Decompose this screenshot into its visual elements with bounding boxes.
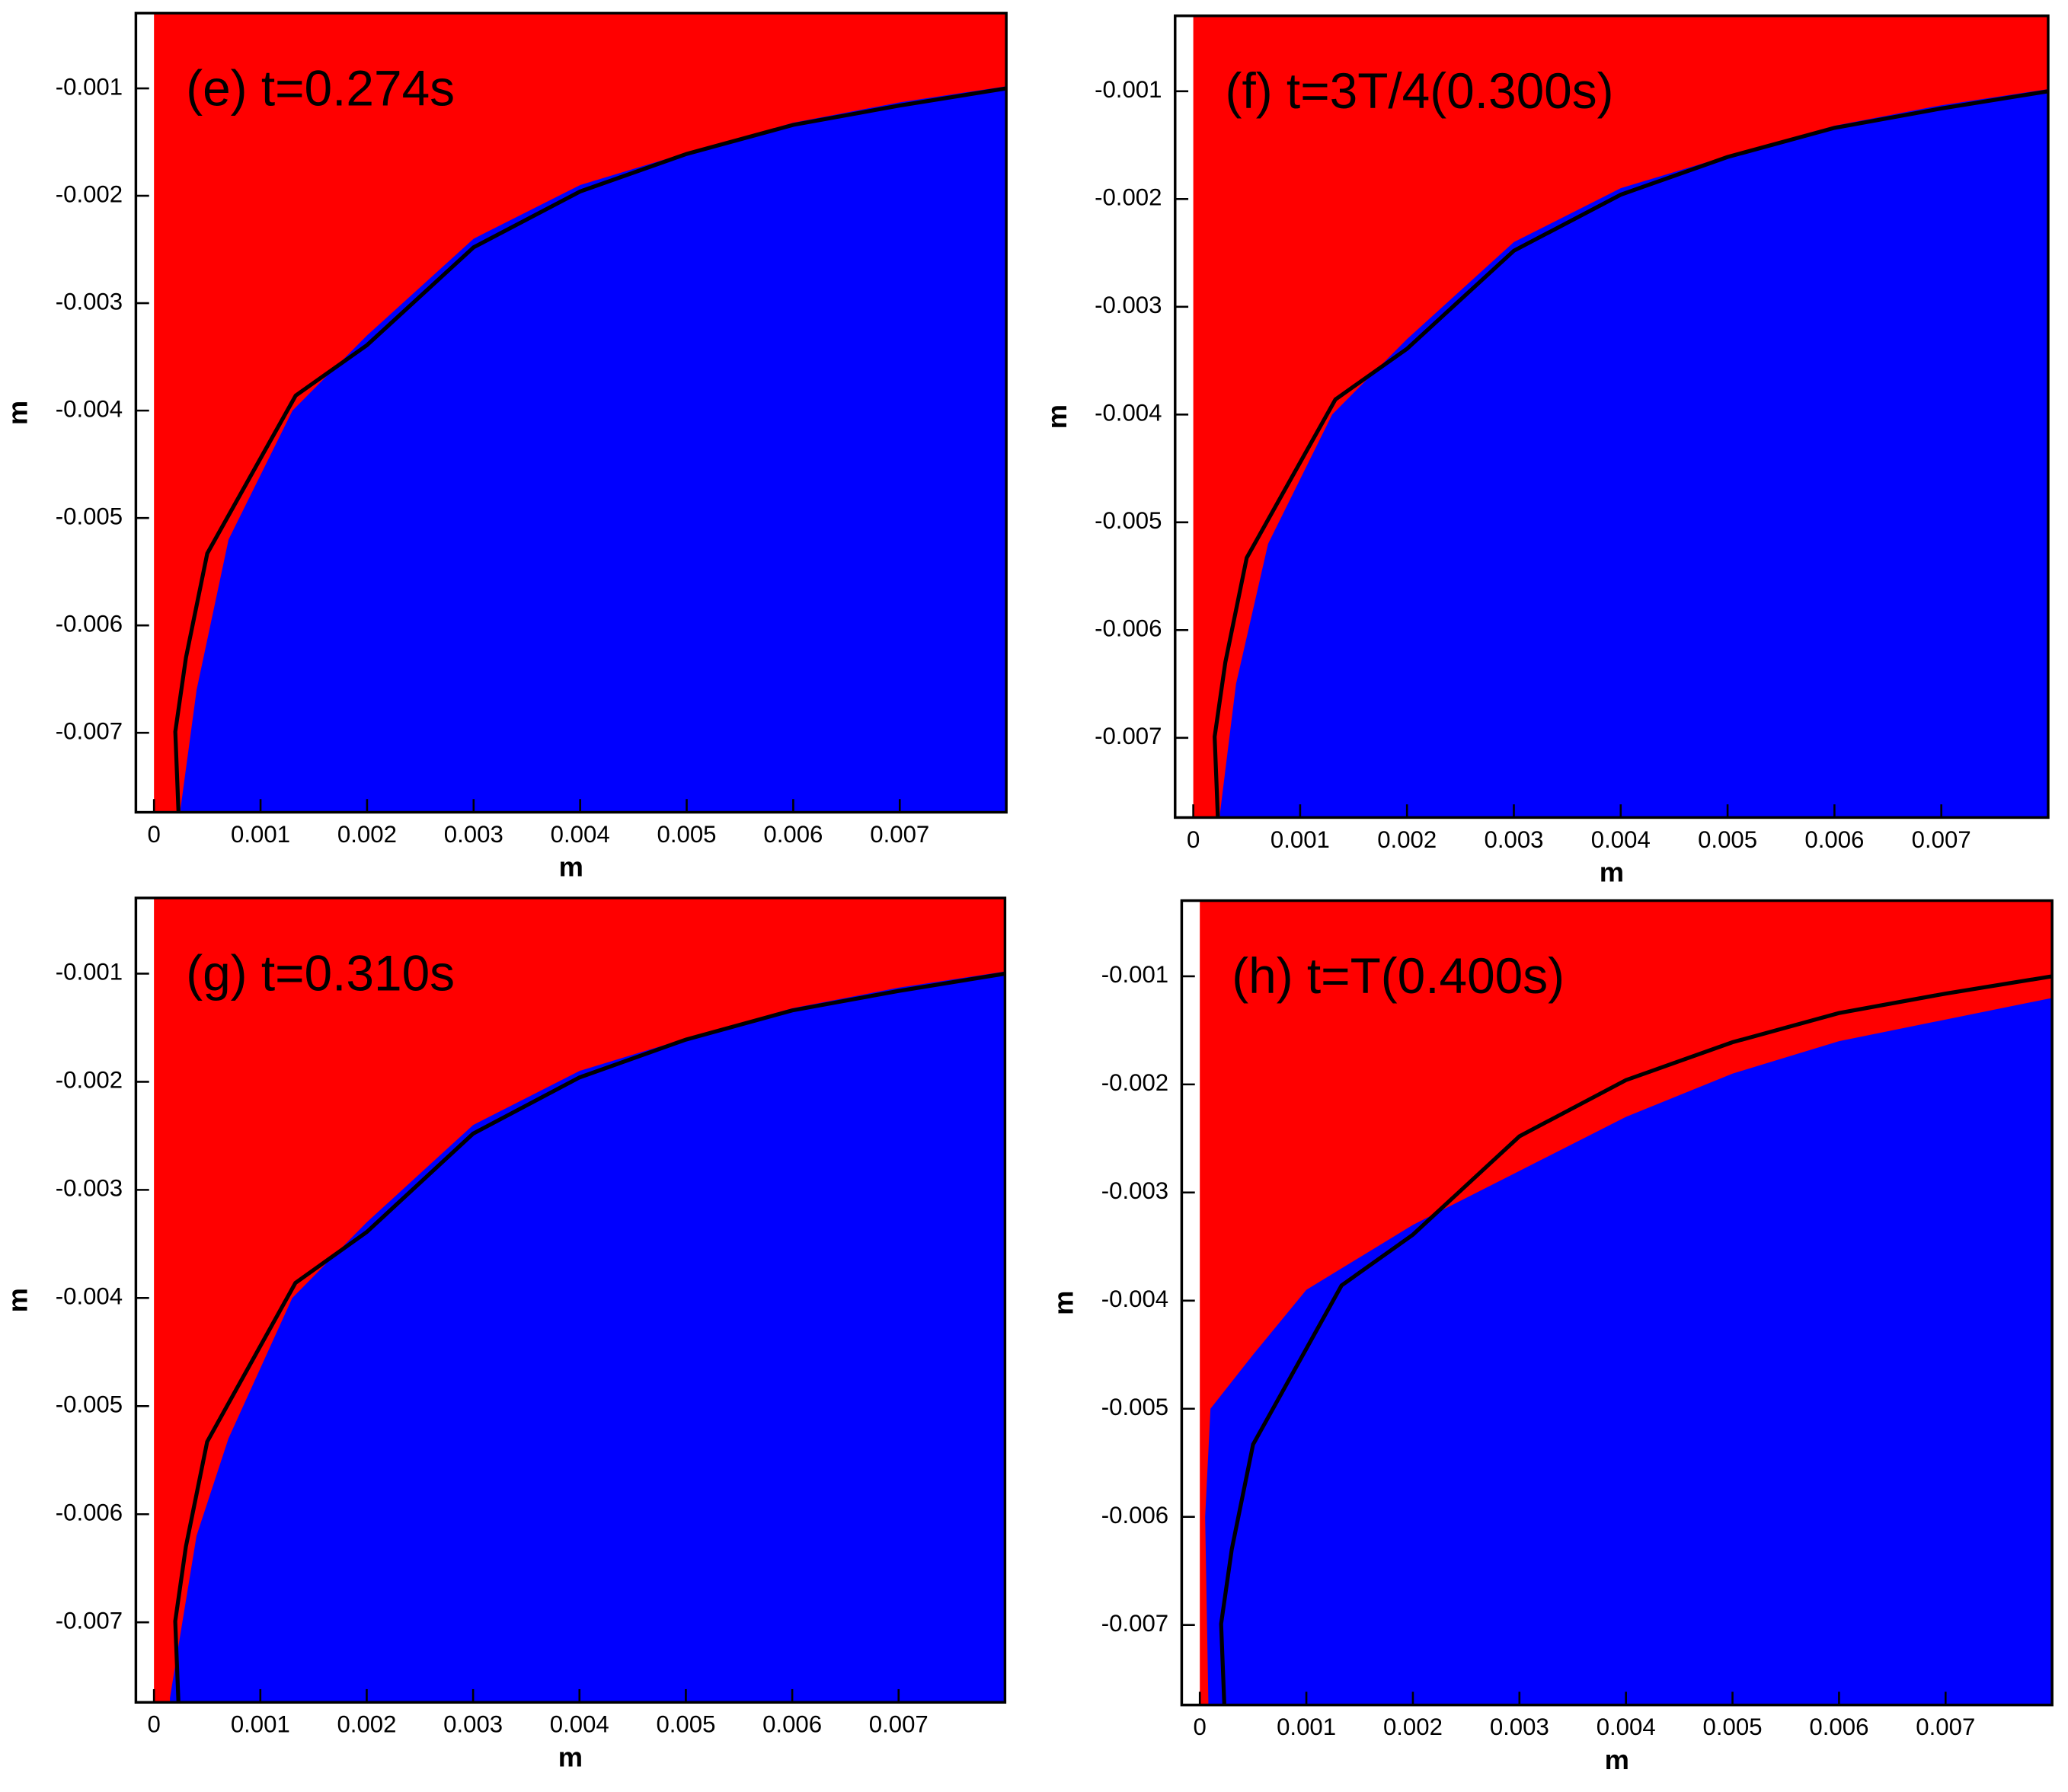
interface-line xyxy=(173,971,1005,1703)
x-tick-label: 0.003 xyxy=(443,1711,503,1738)
y-axis-label: m xyxy=(1048,1290,1079,1314)
y-axis-label: m xyxy=(2,401,34,425)
interface-line xyxy=(1213,89,2048,818)
panel: 0 0.001 0.002 0.003 0.004 0.005 0.006 0.007 -0.0… xyxy=(1041,14,2050,888)
y-tick-label: -0.005 xyxy=(1095,507,1162,534)
x-tick-label: 0.005 xyxy=(657,821,717,848)
y-tick-label: -0.003 xyxy=(56,1175,123,1202)
x-tick-label: 0.003 xyxy=(1490,1714,1549,1740)
plot-frame xyxy=(134,896,1007,1704)
x-tick-label: 0.002 xyxy=(1383,1714,1443,1740)
plot-area xyxy=(1200,900,2053,1705)
y-tick-label: -0.004 xyxy=(56,1283,123,1310)
panel: 0 0.001 0.002 0.003 0.004 0.005 0.006 0.007 -0.0… xyxy=(2,11,1008,883)
x-axis-label: m xyxy=(559,851,583,883)
plot-frame xyxy=(1174,14,2050,819)
x-axis-label: m xyxy=(1600,857,1624,888)
x-tick-label: 0.006 xyxy=(762,1711,822,1738)
y-axis-label: m xyxy=(1041,404,1072,429)
x-tick-label: 0.003 xyxy=(444,821,503,848)
panel-annotation: (f) t=3T/4(0.300s) xyxy=(1226,62,1614,119)
y-tick-label: -0.006 xyxy=(1095,615,1162,642)
x-tick-label: 0.006 xyxy=(1809,1714,1868,1740)
y-tick-label: -0.007 xyxy=(56,717,123,744)
region xyxy=(170,971,1005,1703)
x-tick-label: 0 xyxy=(147,1711,160,1738)
y-axis-label: m xyxy=(2,1288,34,1312)
y-tick-label: -0.004 xyxy=(1095,400,1162,426)
y-tick-label: -0.002 xyxy=(56,1067,123,1094)
plot-frame xyxy=(1180,899,2054,1707)
x-tick-label: 0.001 xyxy=(231,1711,290,1738)
x-tick-label: 0.006 xyxy=(763,821,823,848)
x-tick-label: 0.001 xyxy=(1271,826,1330,853)
plot-frame xyxy=(134,11,1008,814)
x-tick-label: 0.004 xyxy=(551,821,610,848)
x-axis-label: m xyxy=(1605,1744,1629,1775)
y-tick-label: -0.001 xyxy=(56,73,123,100)
panel-annotation: (h) t=T(0.400s) xyxy=(1232,947,1565,1004)
x-tick-label: 0.003 xyxy=(1485,826,1544,853)
interface-line xyxy=(1219,974,2053,1705)
panel: 0 0.001 0.002 0.003 0.004 0.005 0.006 0.007 -0.0… xyxy=(1048,899,2054,1775)
y-tick-label: -0.007 xyxy=(56,1607,123,1634)
x-tick-label: 0.004 xyxy=(1597,1714,1656,1740)
x-tick-label: 0.006 xyxy=(1804,826,1864,853)
interface-line xyxy=(173,86,1007,813)
x-tick-label: 0.002 xyxy=(337,821,397,848)
x-tick-label: 0.001 xyxy=(1277,1714,1336,1740)
x-tick-label: 0 xyxy=(148,821,161,848)
plot-area xyxy=(154,13,1007,813)
y-tick-label: -0.006 xyxy=(56,610,123,637)
y-tick-label: -0.001 xyxy=(1101,961,1168,988)
x-tick-label: 0.004 xyxy=(550,1711,609,1738)
y-tick-label: -0.004 xyxy=(56,395,123,422)
x-tick-label: 0.002 xyxy=(1377,826,1437,853)
y-tick-label: -0.002 xyxy=(56,180,123,207)
y-tick-label: -0.006 xyxy=(1101,1502,1168,1528)
y-tick-label: -0.002 xyxy=(1101,1069,1168,1096)
region xyxy=(1205,998,2053,1705)
x-tick-label: 0.007 xyxy=(870,821,929,848)
x-tick-label: 0.001 xyxy=(231,821,290,848)
plot-area xyxy=(154,898,1005,1703)
panel-annotation: (g) t=0.310s xyxy=(186,944,455,1001)
y-tick-label: -0.001 xyxy=(56,959,123,985)
x-tick-label: 0.007 xyxy=(1916,1714,1975,1740)
x-tick-label: 0.005 xyxy=(1698,826,1757,853)
x-tick-label: 0.007 xyxy=(869,1711,929,1738)
x-tick-label: 0 xyxy=(1194,1714,1207,1740)
y-tick-label: -0.007 xyxy=(1095,723,1162,749)
x-tick-label: 0.004 xyxy=(1591,826,1651,853)
y-tick-label: -0.003 xyxy=(1095,292,1162,318)
y-tick-label: -0.003 xyxy=(1101,1177,1168,1204)
y-tick-label: -0.007 xyxy=(1101,1610,1168,1637)
y-tick-label: -0.004 xyxy=(1101,1286,1168,1312)
y-tick-label: -0.003 xyxy=(56,288,123,315)
x-tick-label: 0.005 xyxy=(656,1711,715,1738)
plot-area xyxy=(1193,15,2048,818)
y-tick-label: -0.001 xyxy=(1095,76,1162,103)
panel: 0 0.001 0.002 0.003 0.004 0.005 0.006 0.007 -0.0… xyxy=(2,896,1007,1772)
x-axis-label: m xyxy=(558,1741,583,1772)
panel-annotation: (e) t=0.274s xyxy=(186,60,455,117)
y-tick-label: -0.005 xyxy=(1101,1394,1168,1420)
region xyxy=(1219,88,2048,818)
x-tick-label: 0.007 xyxy=(1912,826,1971,853)
y-tick-label: -0.006 xyxy=(56,1499,123,1525)
x-tick-label: 0 xyxy=(1187,826,1200,853)
y-tick-label: -0.005 xyxy=(56,1391,123,1418)
x-tick-label: 0.005 xyxy=(1703,1714,1763,1740)
x-tick-label: 0.002 xyxy=(337,1711,396,1738)
y-tick-label: -0.005 xyxy=(56,503,123,529)
region xyxy=(181,86,1007,813)
y-tick-label: -0.002 xyxy=(1095,184,1162,211)
